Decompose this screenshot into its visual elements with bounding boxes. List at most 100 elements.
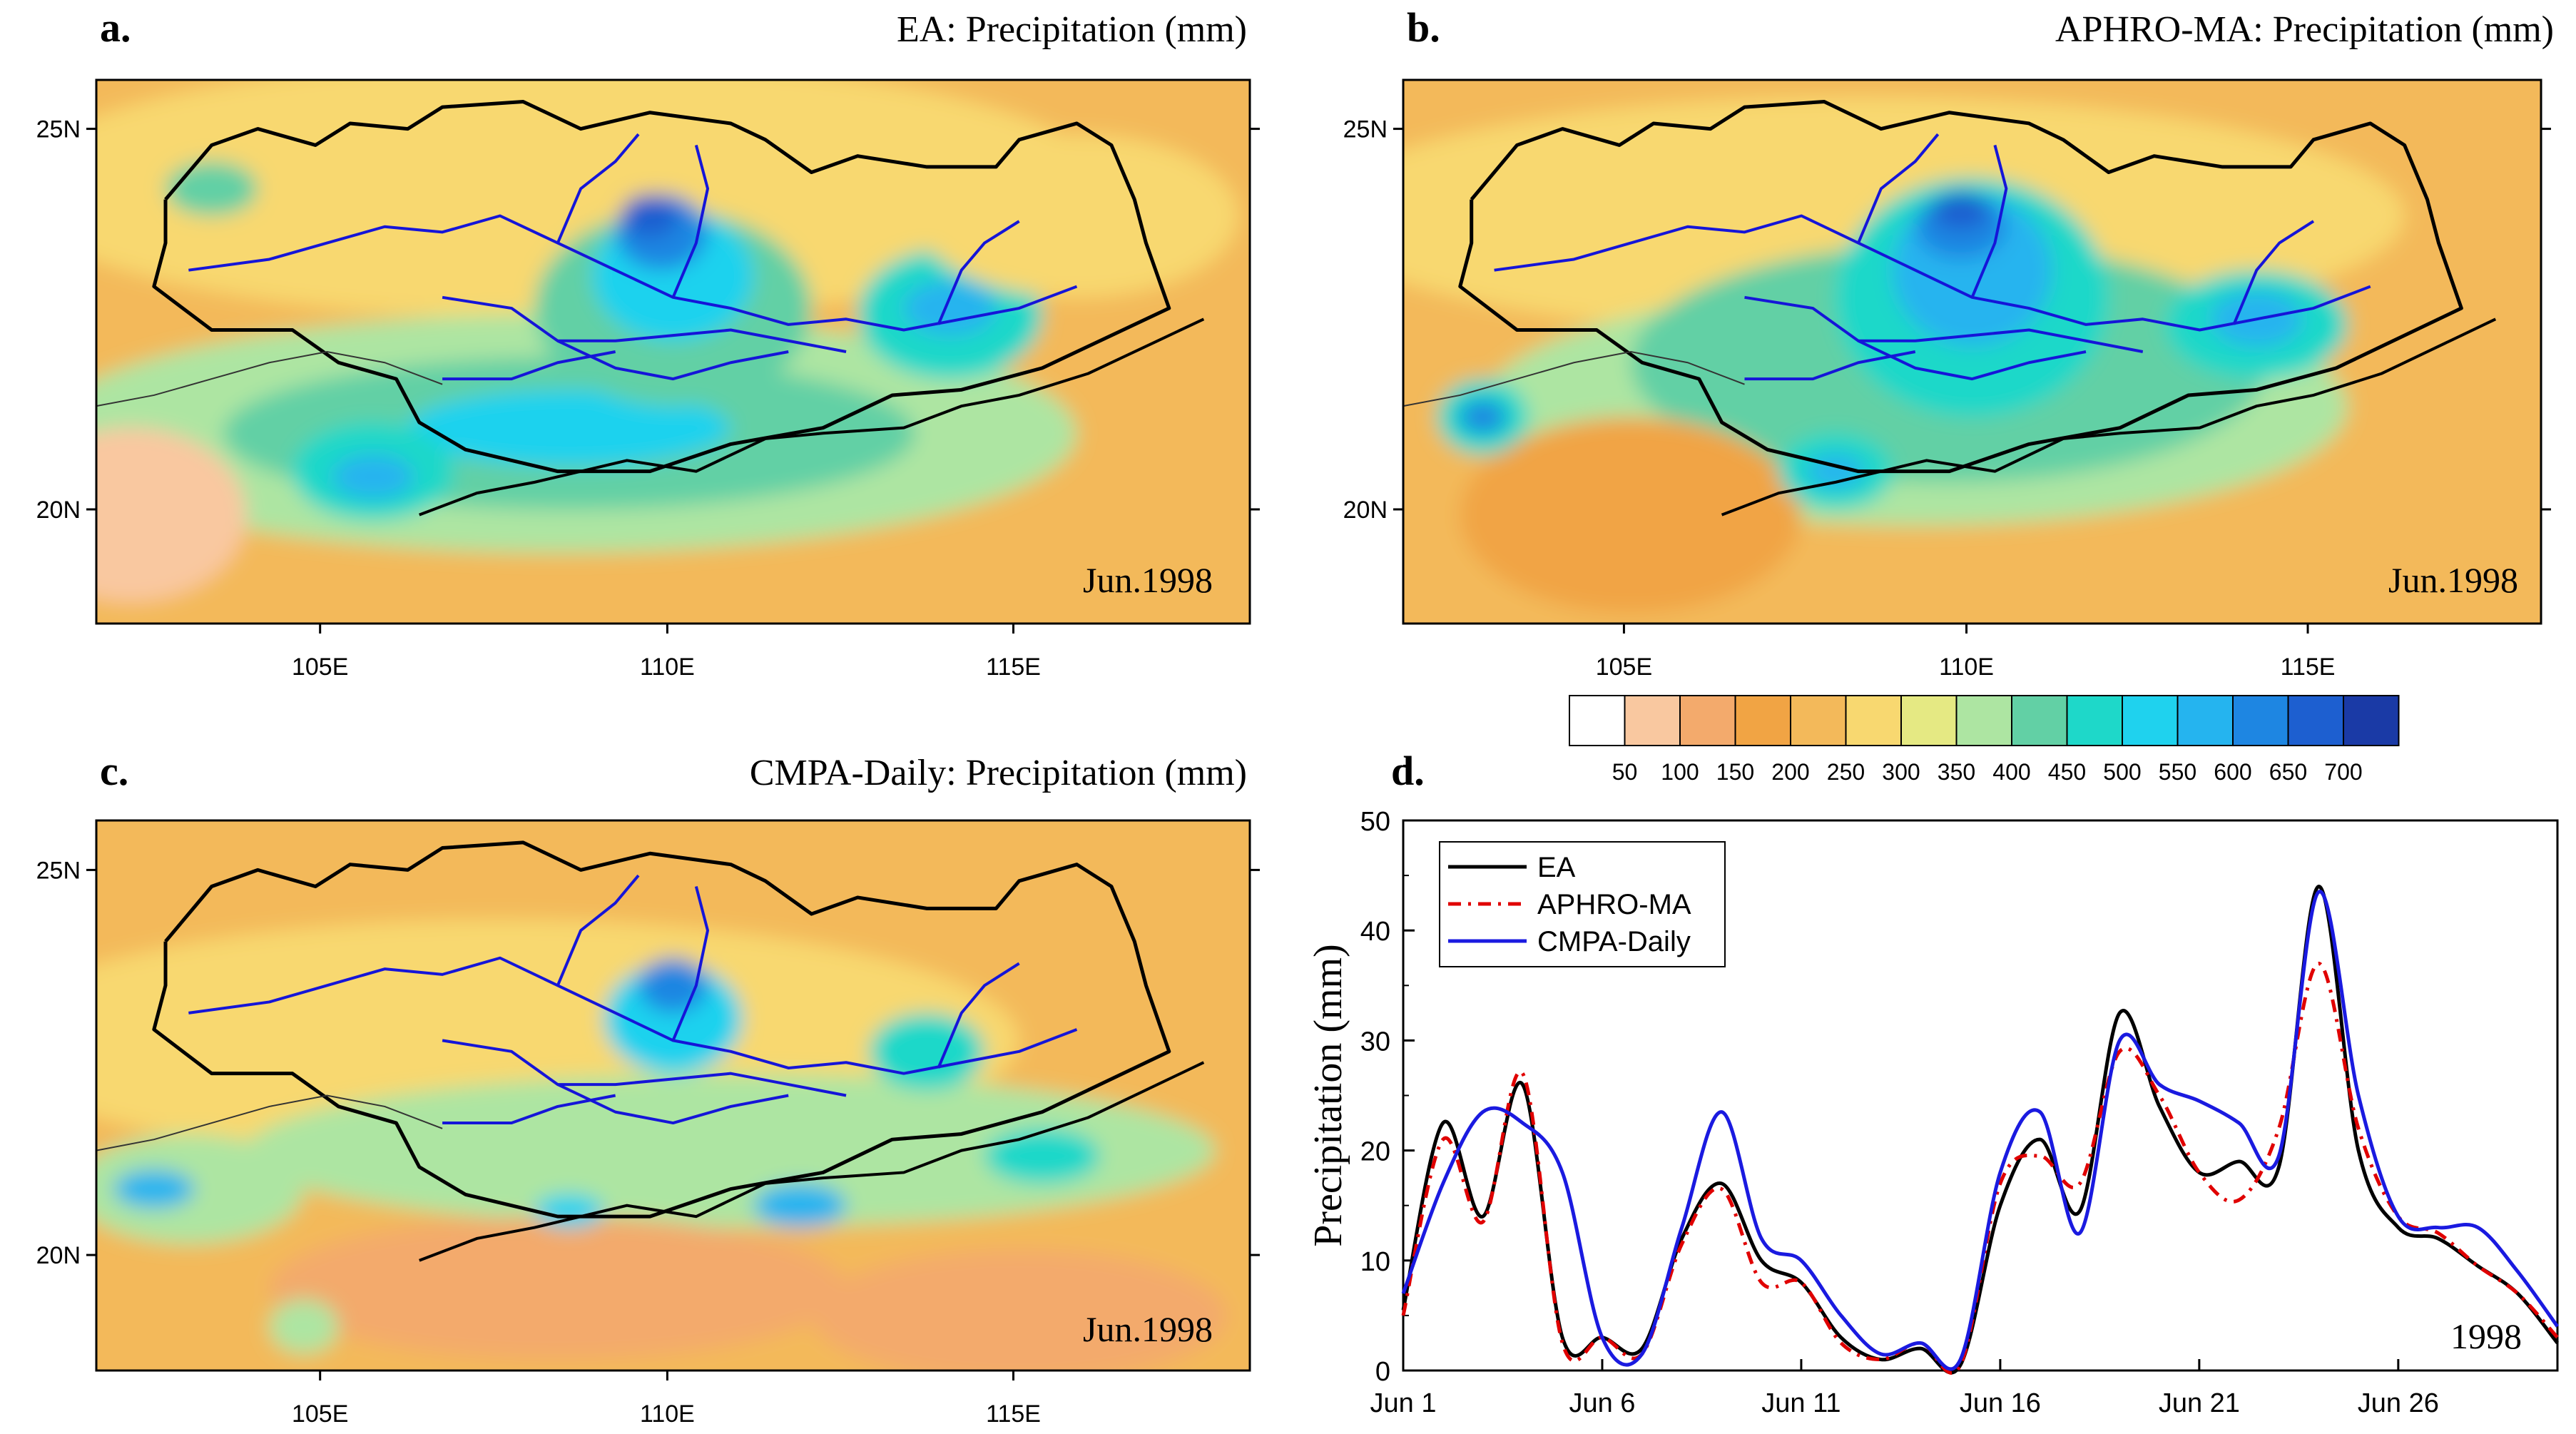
precip-blob	[903, 280, 997, 336]
colorbar-label: 100	[1661, 759, 1699, 785]
basin-overlay-a	[96, 99, 1205, 517]
colorbar-label: 650	[2269, 759, 2307, 785]
colorbar-label: 500	[2103, 759, 2141, 785]
panel-label-a: a.	[100, 4, 131, 51]
x-tick-label: Jun 1	[1370, 1388, 1437, 1418]
precip-blob	[96, 80, 1111, 320]
lon-tick-label: 105E	[292, 1400, 348, 1428]
national-border	[96, 1094, 443, 1151]
panel-label-b: b.	[1407, 4, 1440, 51]
map-stamp-b: Jun.1998	[2388, 560, 2518, 600]
river-line	[442, 1039, 847, 1097]
series-line-aphro-ma	[1401, 961, 2559, 1375]
map-title-a: EA: Precipitation (mm)	[897, 9, 1247, 50]
x-tick-label: Jun 6	[1569, 1388, 1635, 1418]
river-line	[442, 295, 847, 353]
lon-tick-label: 110E	[640, 1400, 695, 1428]
map-panel-c: c. CMPA-Daily: Precipitation (mm) Jun.19…	[36, 748, 1260, 1428]
river-line	[2232, 220, 2315, 325]
colorbar-swatch	[1845, 695, 1902, 746]
colorbar: 50 100 150 200 250 300 350 400 450 500 550 600 650 70…	[1569, 695, 2400, 785]
precip-blob	[915, 134, 1238, 298]
precip-blob	[1460, 400, 1506, 434]
coastline	[419, 317, 1205, 517]
colorbar-swatch	[1900, 695, 1958, 746]
precip-blob	[269, 1298, 339, 1354]
map-stamp-c: Jun.1998	[1083, 1309, 1213, 1349]
series-line-cmpa-daily	[1401, 890, 2560, 1371]
x-tick-label: Jun 16	[1960, 1388, 2041, 1418]
precip-blob	[1932, 191, 1990, 230]
map-title-b: APHRO-MA: Precipitation (mm)	[2055, 9, 2554, 50]
lat-tick-label: 25N	[1343, 116, 1388, 143]
lon-tick-label: 115E	[986, 654, 1041, 681]
colorbar-swatch	[1569, 695, 1626, 746]
lat-tick-label: 20N	[1343, 497, 1388, 524]
lon-tick-label: 105E	[1596, 654, 1652, 681]
precip-blob	[166, 161, 258, 216]
colorbar-swatch	[2343, 695, 2400, 746]
basin-boundary	[152, 99, 1171, 474]
colorbar-label: 300	[1882, 759, 1920, 785]
colorbar-label: 450	[2048, 759, 2086, 785]
lat-tick-label: 25N	[36, 116, 81, 143]
y-tick-label: 40	[1360, 917, 1390, 947]
colorbar-label: 350	[1938, 759, 1975, 785]
colorbar-swatch	[2066, 695, 2123, 746]
basin-overlay-b	[1403, 99, 2497, 517]
basin-boundary	[1458, 99, 2463, 474]
precip-blob	[869, 1012, 985, 1090]
precipitation-field-a	[96, 80, 1250, 624]
precip-blob	[407, 390, 731, 467]
precip-blob	[1460, 417, 1802, 613]
river-line	[937, 220, 1020, 325]
coastline	[1721, 317, 2497, 517]
y-axis-label: Precipitation (mm)	[1306, 944, 1350, 1247]
colorbar-swatch	[2287, 695, 2344, 746]
river-line	[1858, 339, 2087, 381]
colorbar-swatch	[2177, 695, 2234, 746]
colorbar-swatch	[1624, 695, 1681, 746]
river-line	[1970, 144, 2008, 298]
river-line	[556, 1083, 789, 1125]
lat-tick-label: 25N	[36, 857, 81, 884]
legend: EA APHRO-MA CMPA-Daily	[1439, 841, 1726, 967]
river-line	[556, 339, 789, 381]
lon-tick-label: 115E	[2281, 654, 2336, 681]
colorbar-label: 200	[1771, 759, 1809, 785]
lat-tick-label: 20N	[36, 497, 81, 524]
x-tick-label: Jun 26	[2358, 1388, 2439, 1418]
panel-label-c: c.	[100, 748, 128, 794]
national-border	[96, 350, 443, 407]
precip-blob	[96, 1134, 305, 1244]
colorbar-label: 50	[1612, 759, 1638, 785]
map-frame-c	[95, 819, 1251, 1372]
river-line	[556, 133, 640, 244]
river-line	[442, 1094, 616, 1125]
precip-blob	[96, 427, 247, 602]
lon-tick-label: 110E	[1939, 654, 1994, 681]
river-line	[671, 144, 710, 298]
colorbar-label: 400	[1992, 759, 2030, 785]
colorbar-swatch	[2122, 695, 2179, 746]
basin-overlay-c	[96, 840, 1205, 1262]
panel-label-d: d.	[1391, 748, 1425, 794]
river-line	[188, 214, 1078, 332]
precip-blob	[332, 454, 414, 499]
colorbar-swatch	[2011, 695, 2068, 746]
national-border	[1403, 350, 1745, 407]
map-title-c: CMPA-Daily: Precipitation (mm)	[750, 753, 1247, 793]
precip-blob	[113, 1169, 195, 1209]
river-line	[1494, 214, 2371, 332]
colorbar-swatch	[1734, 695, 1791, 746]
coastline	[419, 1061, 1205, 1262]
map-stamp-a: Jun.1998	[1083, 560, 1213, 600]
lat-tick-label: 20N	[36, 1242, 81, 1269]
x-tick-label: Jun 21	[2159, 1388, 2240, 1418]
map-panel-b: b. APHRO-MA: Precipitation (mm) Jun.1998…	[1343, 4, 2554, 681]
year-annotation: 1998	[2450, 1316, 2522, 1356]
colorbar-label: 600	[2214, 759, 2251, 785]
colorbar-label: 250	[1827, 759, 1865, 785]
colorbar-label: 150	[1716, 759, 1754, 785]
